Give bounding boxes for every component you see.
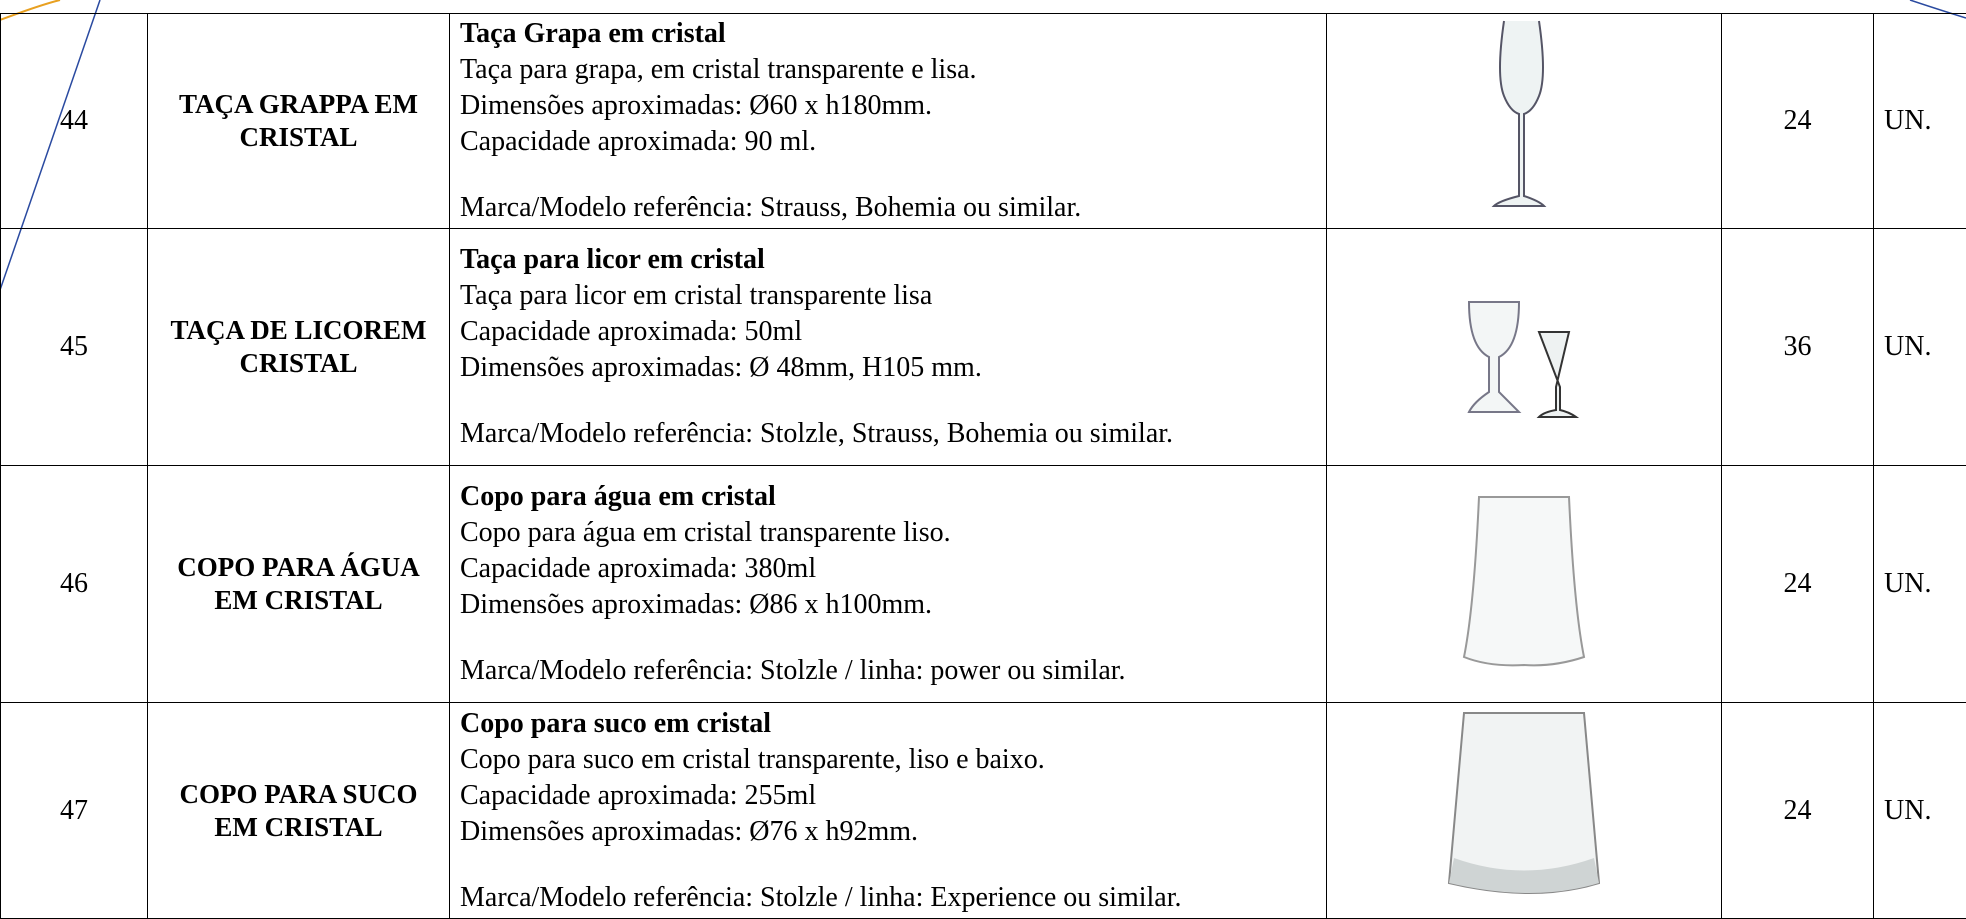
image <box>1327 703 1722 919</box>
image <box>1327 14 1722 229</box>
quantity: 24 <box>1722 466 1874 703</box>
product-image <box>1464 262 1584 422</box>
quantity: 24 <box>1722 703 1874 919</box>
name-line: CRISTAL <box>158 121 439 154</box>
name-line: EM CRISTAL <box>158 811 439 844</box>
unit: UN. <box>1874 229 1966 466</box>
image <box>1327 229 1722 466</box>
name-line: COPO PARA ÁGUA <box>158 551 439 584</box>
desc-line: Copo para suco em cristal transparente, … <box>460 742 1316 778</box>
unit: UN. <box>1874 703 1966 919</box>
name-line: CRISTAL <box>158 347 439 380</box>
item-number: 47 <box>1 703 148 919</box>
desc-line: Copo para água em cristal transparente l… <box>460 515 1316 551</box>
desc-line: Capacidade aproximada: 90 ml. <box>460 124 1316 160</box>
product-image <box>1459 487 1589 672</box>
desc-title: Taça Grapa em cristal <box>460 16 1316 52</box>
name-line: COPO PARA SUCO <box>158 778 439 811</box>
product-image <box>1474 16 1574 216</box>
name-line: TAÇA DE LICOREM <box>158 314 439 347</box>
desc-title: Taça para licor em cristal <box>460 242 1316 278</box>
brand: Marca/Modelo referência: Strauss, Bohemi… <box>460 190 1316 226</box>
desc-line: Taça para licor em cristal transparente … <box>460 278 1316 314</box>
desc-line: Capacidade aproximada: 50ml <box>460 314 1316 350</box>
brand: Marca/Modelo referência: Stolzle / linha… <box>460 653 1316 689</box>
product-image <box>1444 708 1604 903</box>
item-number: 44 <box>1 14 148 229</box>
item-number: 46 <box>1 466 148 703</box>
name-line: TAÇA GRAPPA EM <box>158 88 439 121</box>
desc-line: Dimensões aproximadas: Ø 48mm, H105 mm. <box>460 350 1316 386</box>
desc-line: Dimensões aproximadas: Ø86 x h100mm. <box>460 587 1316 623</box>
brand: Marca/Modelo referência: Stolzle, Straus… <box>460 416 1316 452</box>
desc-title: Copo para água em cristal <box>460 479 1316 515</box>
desc-line: Taça para grapa, em cristal transparente… <box>460 52 1316 88</box>
desc-line: Dimensões aproximadas: Ø60 x h180mm. <box>460 88 1316 124</box>
quantity: 24 <box>1722 14 1874 229</box>
unit: UN. <box>1874 14 1966 229</box>
item-number: 45 <box>1 229 148 466</box>
brand: Marca/Modelo referência: Stolzle / linha… <box>460 880 1316 916</box>
desc-title: Copo para suco em cristal <box>460 706 1316 742</box>
desc-line: Capacidade aproximada: 380ml <box>460 551 1316 587</box>
desc-line: Capacidade aproximada: 255ml <box>460 778 1316 814</box>
desc-line: Dimensões aproximadas: Ø76 x h92mm. <box>460 814 1316 850</box>
quantity: 36 <box>1722 229 1874 466</box>
image <box>1327 466 1722 703</box>
name-line: EM CRISTAL <box>158 584 439 617</box>
unit: UN. <box>1874 466 1966 703</box>
